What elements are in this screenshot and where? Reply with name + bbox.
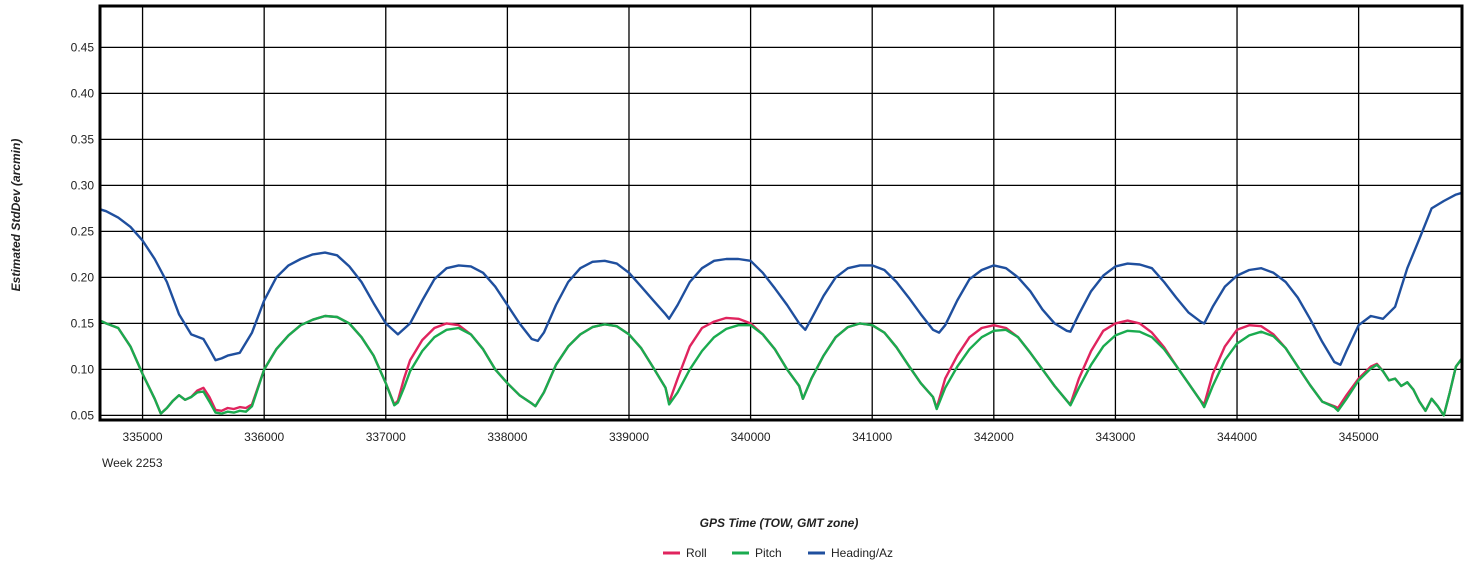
x-tick-label: 336000: [244, 430, 284, 444]
y-tick-label: 0.30: [71, 178, 95, 192]
x-axis-label: GPS Time (TOW, GMT zone): [700, 516, 859, 530]
x-tick-label: 338000: [487, 430, 527, 444]
series-line-roll: [99, 314, 1463, 417]
y-axis-label: Estimated StdDev (arcmin): [9, 139, 23, 292]
series-line-pitch: [99, 314, 1463, 417]
x-tick-label: 335000: [123, 430, 163, 444]
y-tick-label: 0.10: [71, 362, 95, 376]
x-tick-label: 339000: [609, 430, 649, 444]
y-tick-labels: 0.05 0.10 0.15 0.20 0.25 0.30 0.35 0.40 0.45: [71, 40, 95, 422]
y-tick-label: 0.25: [71, 224, 95, 238]
legend-label: Roll: [686, 546, 707, 560]
y-tick-label: 0.20: [71, 270, 95, 284]
y-tick-label: 0.35: [71, 132, 95, 146]
x-tick-labels: 335000 336000 337000 338000 339000 340000 3410…: [123, 430, 1379, 444]
legend-label: Pitch: [755, 546, 782, 560]
plot-frame: [98, 4, 1464, 422]
series-lines: [99, 191, 1463, 417]
y-tick-label: 0.15: [71, 316, 95, 330]
x-tick-label: 337000: [366, 430, 406, 444]
legend-item: Pitch: [732, 546, 782, 560]
x-tick-label: 344000: [1217, 430, 1257, 444]
y-tick-label: 0.05: [71, 408, 95, 422]
grid: [100, 6, 1462, 420]
x-tick-label: 345000: [1339, 430, 1379, 444]
y-tick-label: 0.45: [71, 40, 95, 54]
y-tick-label: 0.40: [71, 86, 95, 100]
x-sublabel: Week 2253: [102, 456, 163, 470]
x-tick-label: 341000: [852, 430, 892, 444]
x-tick-label: 342000: [974, 430, 1014, 444]
legend: Roll Pitch Heading/Az: [663, 546, 893, 560]
legend-item: Roll: [663, 546, 707, 560]
series-line-heading-az: [99, 191, 1463, 366]
x-tick-label: 340000: [731, 430, 771, 444]
legend-item: Heading/Az: [808, 546, 893, 560]
legend-label: Heading/Az: [831, 546, 893, 560]
x-tick-label: 343000: [1095, 430, 1135, 444]
